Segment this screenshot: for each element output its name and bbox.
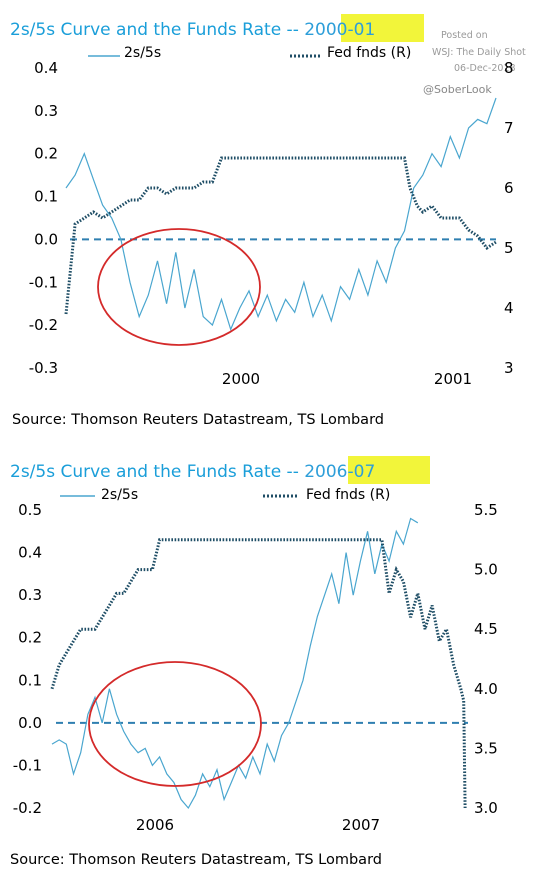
- y-left-tick-label: 0.4: [34, 59, 58, 77]
- watermark-handle: @SoberLook: [423, 83, 492, 96]
- y-left-tick-label: 0.1: [18, 671, 42, 689]
- chart-panel-2006-07: 2s/5s Curve and the Funds Rate -- 2006-0…: [10, 456, 498, 868]
- y-left-tick-label: 0.2: [34, 145, 58, 163]
- y-axis-left: 0.4 0.3 0.2 0.1 0.0 -0.1 -0.2 -0.3: [29, 59, 58, 377]
- series-line-2s5s: [65, 97, 497, 332]
- y-right-tick-label: 4.5: [474, 620, 498, 638]
- x-tick-label: 2001: [434, 370, 472, 388]
- y-left-tick-label: 0.4: [18, 544, 42, 562]
- chart-panel-2000-01: 2s/5s Curve and the Funds Rate -- 2000-0…: [10, 14, 526, 428]
- y-right-tick-label: 5: [504, 239, 514, 257]
- y-right-tick-label: 4.0: [474, 680, 498, 698]
- y-right-tick-label: 3: [504, 359, 514, 377]
- legend-label-fed: Fed fnds (R): [306, 487, 390, 503]
- y-right-tick-label: 4: [504, 299, 514, 317]
- x-axis: 2000 2001: [222, 370, 472, 388]
- chart-title: 2s/5s Curve and the Funds Rate -- 2000-0…: [10, 20, 375, 40]
- title-highlight: [348, 456, 430, 484]
- x-tick-label: 2006: [136, 816, 174, 834]
- watermark-line2: WSJ: The Daily Shot: [432, 47, 526, 58]
- y-right-tick-label: 5.0: [474, 561, 498, 579]
- y-left-tick-label: 0.0: [34, 230, 58, 248]
- x-axis: 2006 2007: [136, 816, 380, 834]
- series-line-fed-funds: [64, 156, 497, 315]
- legend-label-2s5s: 2s/5s: [101, 487, 138, 503]
- y-left-tick-label: 0.3: [18, 586, 42, 604]
- y-left-tick-label: -0.1: [13, 756, 42, 774]
- y-right-tick-label: 6: [504, 179, 514, 197]
- y-left-tick-label: 0.3: [34, 102, 58, 120]
- y-left-tick-label: -0.3: [29, 359, 58, 377]
- series-line-fed-funds: [50, 538, 467, 809]
- y-right-tick-label: 3.5: [474, 739, 498, 757]
- y-left-tick-label: 0.5: [18, 501, 42, 519]
- y-axis-right: 8 7 6 5 4 3: [504, 59, 514, 377]
- y-axis-left: 0.5 0.4 0.3 0.2 0.1 0.0 -0.1 -0.2: [13, 501, 42, 817]
- x-tick-label: 2000: [222, 370, 260, 388]
- y-left-tick-label: -0.1: [29, 273, 58, 291]
- y-left-tick-label: 0.2: [18, 629, 42, 647]
- highlight-circle: [88, 661, 262, 787]
- source-note: Source: Thomson Reuters Datastream, TS L…: [12, 412, 384, 428]
- chart-title: 2s/5s Curve and the Funds Rate -- 2006-0…: [10, 462, 375, 482]
- y-left-tick-label: 0.1: [34, 188, 58, 206]
- x-tick-label: 2007: [342, 816, 380, 834]
- y-right-tick-label: 5.5: [474, 501, 498, 519]
- watermark-line1: Posted on: [441, 30, 488, 41]
- y-left-tick-label: -0.2: [13, 799, 42, 817]
- legend-label-2s5s: 2s/5s: [124, 45, 161, 61]
- y-axis-right: 5.5 5.0 4.5 4.0 3.5 3.0: [474, 501, 498, 817]
- source-note: Source: Thomson Reuters Datastream, TS L…: [10, 852, 382, 868]
- y-left-tick-label: -0.2: [29, 316, 58, 334]
- y-left-tick-label: 0.0: [18, 714, 42, 732]
- highlight-circle: [97, 228, 261, 346]
- legend-label-fed: Fed fnds (R): [327, 45, 411, 61]
- title-highlight: [341, 14, 424, 42]
- y-right-tick-label: 7: [504, 119, 514, 137]
- y-right-tick-label: 8: [504, 59, 514, 77]
- series-line-2s5s: [51, 517, 419, 810]
- watermark-line3: 06-Dec-2018: [454, 63, 516, 74]
- y-right-tick-label: 3.0: [474, 799, 498, 817]
